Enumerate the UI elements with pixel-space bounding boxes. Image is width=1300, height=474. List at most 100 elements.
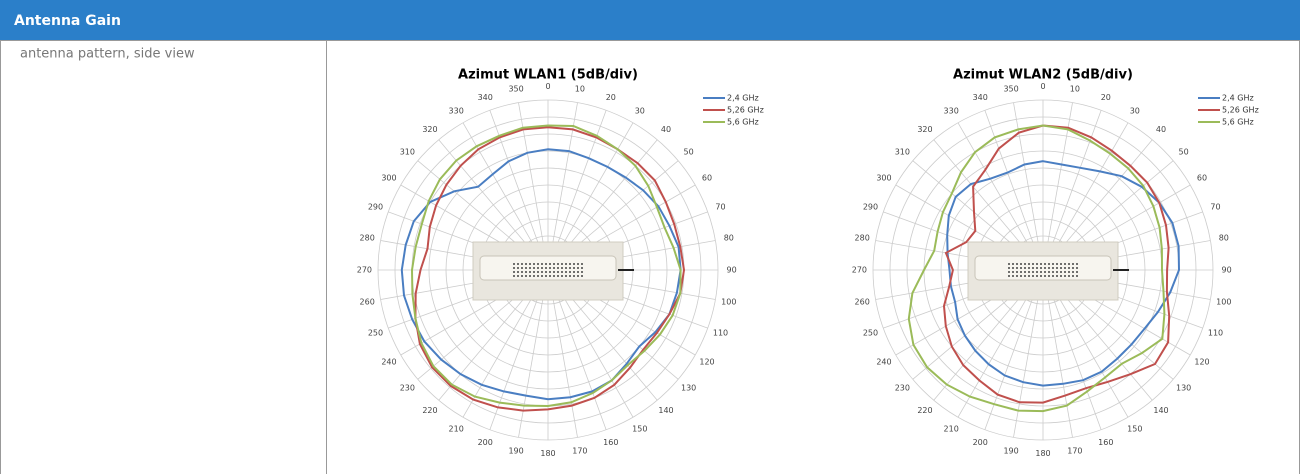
device-vent <box>1076 267 1078 269</box>
device-vent <box>1016 275 1018 277</box>
angle-label: 240 <box>381 357 396 366</box>
device-vent <box>565 271 567 273</box>
device-vent <box>1048 271 1050 273</box>
angle-label: 110 <box>1208 328 1223 337</box>
legend-label: 5,6 GHz <box>1222 118 1254 127</box>
angle-label: 340 <box>973 93 988 102</box>
angle-label: 340 <box>478 93 493 102</box>
device-vent <box>1028 271 1030 273</box>
device-vent <box>565 275 567 277</box>
device-vent <box>545 275 547 277</box>
device-vent <box>1048 275 1050 277</box>
angle-label: 180 <box>540 449 555 458</box>
angle-label: 270 <box>852 266 867 275</box>
angle-label: 70 <box>715 203 725 212</box>
angle-label: 10 <box>575 85 585 94</box>
angle-label: 310 <box>400 147 415 156</box>
device-vent <box>1052 271 1054 273</box>
device-vent <box>1036 271 1038 273</box>
device-vent <box>581 267 583 269</box>
device-vent <box>1020 271 1022 273</box>
angle-label: 350 <box>508 85 523 94</box>
angle-label: 0 <box>1040 82 1045 91</box>
angle-label: 200 <box>478 438 493 447</box>
angle-label: 290 <box>368 203 383 212</box>
device-vent <box>1068 271 1070 273</box>
device-vent <box>521 263 523 265</box>
device-vent <box>573 267 575 269</box>
device-vent <box>1008 271 1010 273</box>
angle-label: 170 <box>1067 446 1082 455</box>
device-vent <box>1060 271 1062 273</box>
angle-label: 110 <box>713 328 728 337</box>
device-vent <box>1028 275 1030 277</box>
device-vent <box>525 263 527 265</box>
series-line <box>942 124 1171 404</box>
device-vent <box>553 271 555 273</box>
angle-label: 240 <box>876 357 891 366</box>
device-vent <box>529 267 531 269</box>
device-vent <box>1012 267 1014 269</box>
device-vent <box>1044 267 1046 269</box>
device-vent <box>1052 275 1054 277</box>
chart-title: Azimut WLAN1 (5dB/div) <box>458 68 638 83</box>
device-vent <box>553 275 555 277</box>
device-vent <box>1064 263 1066 265</box>
device-vent <box>1076 275 1078 277</box>
angle-label: 230 <box>400 384 415 393</box>
series-line <box>400 148 682 401</box>
device-vent <box>565 263 567 265</box>
device-vent <box>1020 267 1022 269</box>
device-vent <box>1044 271 1046 273</box>
device-vent <box>517 263 519 265</box>
device-vent <box>1056 275 1058 277</box>
angle-label: 220 <box>917 406 932 415</box>
device-vent <box>1008 267 1010 269</box>
device-vent <box>513 275 515 277</box>
device-vent <box>1036 263 1038 265</box>
device-vent <box>545 271 547 273</box>
angle-label: 160 <box>603 438 618 447</box>
device-vent <box>577 275 579 277</box>
chart-title: Azimut WLAN2 (5dB/div) <box>953 68 1133 83</box>
device-vent <box>577 267 579 269</box>
angle-label: 160 <box>1098 438 1113 447</box>
device-vent <box>1040 263 1042 265</box>
device-vent <box>537 275 539 277</box>
device-vent <box>513 263 515 265</box>
device-vent <box>573 263 575 265</box>
series-line <box>414 126 686 412</box>
device-vent <box>525 267 527 269</box>
angle-label: 90 <box>1222 266 1232 275</box>
angle-label: 50 <box>1179 147 1189 156</box>
legend-label: 5,26 GHz <box>1222 106 1259 115</box>
device-vent <box>1056 267 1058 269</box>
row-label: antenna pattern, side view <box>20 47 195 62</box>
device-vent <box>545 263 547 265</box>
device-vent <box>533 275 535 277</box>
angle-label: 150 <box>632 425 647 434</box>
legend-label: 5,26 GHz <box>727 106 764 115</box>
angle-label: 310 <box>895 147 910 156</box>
legend-label: 2,4 GHz <box>727 94 759 103</box>
angle-label: 70 <box>1210 203 1220 212</box>
angle-label: 150 <box>1127 425 1142 434</box>
device-vent <box>517 267 519 269</box>
device-vent <box>537 271 539 273</box>
device-vent <box>1024 263 1026 265</box>
device-vent <box>557 263 559 265</box>
device-vent <box>557 271 559 273</box>
header-title: Antenna Gain <box>14 13 121 29</box>
device-vent <box>1012 263 1014 265</box>
device-vent <box>521 275 523 277</box>
device-vent <box>1032 263 1034 265</box>
device-vent <box>549 267 551 269</box>
device-vent <box>561 263 563 265</box>
device-vent <box>529 275 531 277</box>
device-vent <box>1032 271 1034 273</box>
device-vent <box>1016 267 1018 269</box>
device-vent <box>1064 275 1066 277</box>
device-vent <box>1072 275 1074 277</box>
device-vent <box>517 271 519 273</box>
device-vent <box>525 271 527 273</box>
